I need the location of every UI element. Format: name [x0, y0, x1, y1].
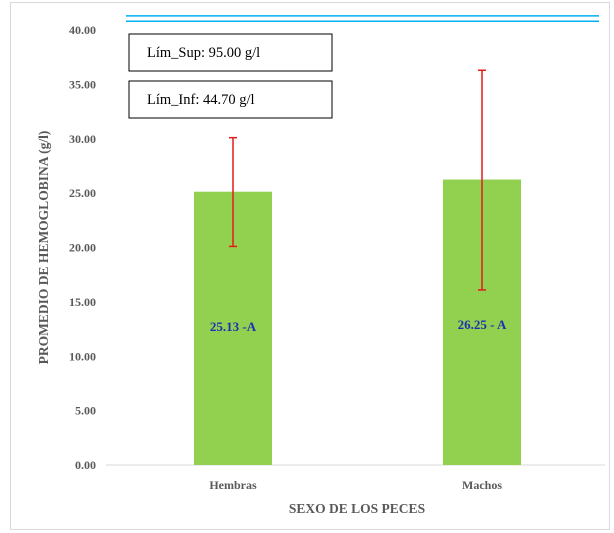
data-label: 25.13 -A — [210, 319, 257, 334]
annotation-box — [128, 33, 333, 72]
y-tick-label: 40.00 — [69, 23, 96, 37]
annotation-lower-limit: Lím_Inf: 44.70 g/l — [147, 92, 255, 108]
chart-frame — [10, 2, 610, 530]
x-axis-title: SEXO DE LOS PECES — [289, 501, 425, 516]
y-tick-label: 35.00 — [69, 77, 96, 91]
y-tick-label: 15.00 — [69, 295, 96, 309]
x-tick-label: Machos — [462, 478, 502, 492]
y-tick-label: 25.00 — [69, 186, 96, 200]
y-tick-label: 5.00 — [75, 404, 96, 418]
y-tick-label: 20.00 — [69, 241, 96, 255]
data-label: 26.25 - A — [458, 317, 507, 332]
annotation-box — [128, 80, 333, 119]
y-tick-label: 0.00 — [75, 458, 96, 472]
y-tick-label: 10.00 — [69, 349, 96, 363]
y-tick-label: 30.00 — [69, 132, 96, 146]
x-tick-label: Hembras — [209, 478, 257, 492]
y-axis-title: PROMEDIO DE HEMOGLOBINA (g/l) — [36, 131, 51, 365]
annotation-upper-limit: Lím_Sup: 95.00 g/l — [147, 45, 260, 61]
